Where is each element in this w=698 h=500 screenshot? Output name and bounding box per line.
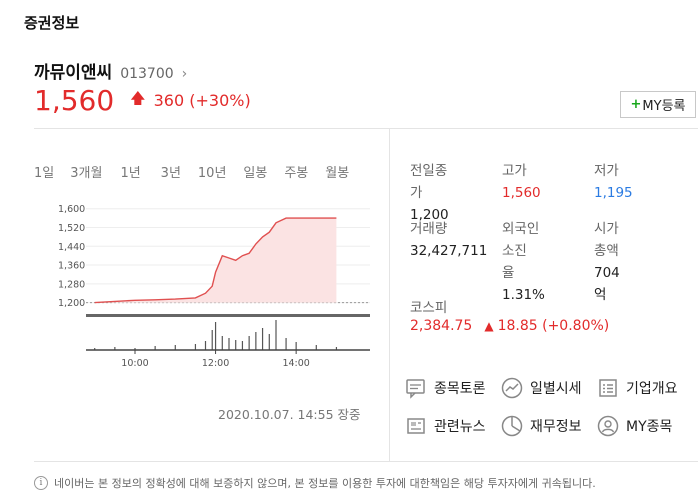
chevron-right-icon[interactable]: › <box>181 66 188 82</box>
stat-label: 전일종가 <box>410 163 448 201</box>
y-tick-label: 1,520 <box>58 223 85 234</box>
link-related-news[interactable]: 관련뉴스 <box>404 414 486 438</box>
stat-label: 시가 총액 <box>594 221 619 259</box>
stat-value: 1,200 <box>410 207 449 223</box>
tab-3years[interactable]: 3년 <box>160 166 181 181</box>
divider-bottom <box>34 461 698 462</box>
my-register-label: MY등록 <box>642 99 686 114</box>
price-change: 360 (+30%) <box>154 91 251 110</box>
tab-daily[interactable]: 일봉 <box>243 166 268 181</box>
up-triangle-icon: ▲ <box>484 319 494 333</box>
change-amount: 360 <box>153 91 185 110</box>
y-tick-label: 1,280 <box>58 279 85 290</box>
y-tick-label: 1,360 <box>58 261 85 272</box>
link-financials[interactable]: 재무정보 <box>500 414 582 438</box>
chart-separator <box>86 314 370 317</box>
link-daily-quotes[interactable]: 일별시세 <box>500 376 582 400</box>
stat-value: 1,560 <box>502 185 541 201</box>
stock-code[interactable]: 013700 <box>120 66 174 82</box>
y-tick-label: 1,600 <box>58 204 85 215</box>
link-my-stocks[interactable]: MY종목 <box>596 414 672 438</box>
tab-1day[interactable]: 1일 <box>34 166 55 181</box>
link-company-overview[interactable]: 기업개요 <box>596 376 678 400</box>
stat-value: 704억 <box>594 265 620 303</box>
link-label: 종목토론 <box>434 381 486 397</box>
chart-area <box>94 217 337 304</box>
link-label: 일별시세 <box>530 381 582 397</box>
stat-market-cap: 시가 총액 704억 <box>594 218 620 306</box>
news-icon <box>404 414 428 438</box>
link-discussion[interactable]: 종목토론 <box>404 376 486 400</box>
link-label: 재무정보 <box>530 419 582 435</box>
x-tick-label: 14:00 <box>282 358 309 369</box>
link-label: MY종목 <box>626 419 673 435</box>
chart-labels: 1,600 1,520 1,440 1,360 1,280 1,200 10:00 12:00… <box>58 204 310 369</box>
user-icon <box>596 414 620 438</box>
kospi-value: 2,384.75 <box>410 318 473 334</box>
pie-icon <box>500 414 524 438</box>
tab-weekly[interactable]: 주봉 <box>284 166 309 181</box>
stat-label-2: 율 <box>502 265 515 281</box>
price-row: 1,560 🡅 360 (+30%) <box>34 84 251 117</box>
link-label: 관련뉴스 <box>434 419 486 435</box>
stat-volume: 거래량 32,427,711 <box>410 218 487 262</box>
section-title: 증권정보 <box>24 14 80 32</box>
stat-label: 저가 <box>594 163 619 179</box>
trend-icon <box>500 376 524 400</box>
disclaimer: i 네이버는 본 정보의 정확성에 대해 보증하지 않으며, 본 정보를 이용한… <box>34 475 596 491</box>
my-register-button[interactable]: + MY등록 <box>620 91 696 118</box>
stat-high: 고가 1,560 <box>502 160 541 204</box>
x-tick-label: 12:00 <box>202 358 229 369</box>
kospi-change: 18.85 (+0.80%) <box>497 318 610 334</box>
plus-icon: + <box>630 97 642 112</box>
chat-icon <box>404 376 428 400</box>
tab-3months[interactable]: 3개월 <box>70 166 103 181</box>
stat-value: 32,427,711 <box>410 243 488 259</box>
x-tick-label: 10:00 <box>121 358 148 369</box>
period-tabs: 1일 3개월 1년 3년 10년 일봉 주봉 월봉 <box>34 162 349 181</box>
chart-volume <box>86 320 370 354</box>
stat-foreign: 외국인소진 율 1.31% <box>502 218 545 306</box>
list-icon <box>596 376 620 400</box>
stat-label: 외국인소진 <box>502 221 540 259</box>
y-tick-label: 1,200 <box>58 298 85 309</box>
divider-top <box>34 128 698 129</box>
tab-10years[interactable]: 10년 <box>197 166 227 181</box>
stock-header[interactable]: 까뮤이앤씨 013700 › <box>34 58 187 83</box>
y-tick-label: 1,440 <box>58 242 85 253</box>
disclaimer-text: 네이버는 본 정보의 정확성에 대해 보증하지 않으며, 본 정보를 이용한 투… <box>54 477 596 490</box>
up-arrow-icon: 🡅 <box>130 89 146 107</box>
stat-prev-close: 전일종가 1,200 <box>410 160 449 226</box>
stat-label: 거래량 <box>410 221 448 237</box>
info-icon: i <box>34 476 48 490</box>
current-price: 1,560 <box>34 84 115 117</box>
tab-1year[interactable]: 1년 <box>120 166 141 181</box>
stat-low: 저가 1,195 <box>594 160 633 204</box>
kospi-row: 2,384.75 ▲ 18.85 (+0.80%) <box>410 318 609 334</box>
stat-value: 1.31% <box>502 287 545 303</box>
change-percent: (+30%) <box>189 91 251 110</box>
price-area <box>94 218 337 303</box>
price-chart[interactable]: 1,600 1,520 1,440 1,360 1,280 1,200 10:00 12:00… <box>40 190 380 375</box>
stock-name[interactable]: 까뮤이앤씨 <box>34 63 113 83</box>
timestamp: 2020.10.07. 14:55 장중 <box>218 407 361 422</box>
kospi-label: 코스피 <box>410 300 448 316</box>
tab-monthly[interactable]: 월봉 <box>325 166 350 181</box>
link-label: 기업개요 <box>626 381 678 397</box>
divider-vertical <box>389 129 390 462</box>
stat-label: 고가 <box>502 163 527 179</box>
price-line <box>94 217 337 304</box>
stat-value: 1,195 <box>594 185 633 201</box>
